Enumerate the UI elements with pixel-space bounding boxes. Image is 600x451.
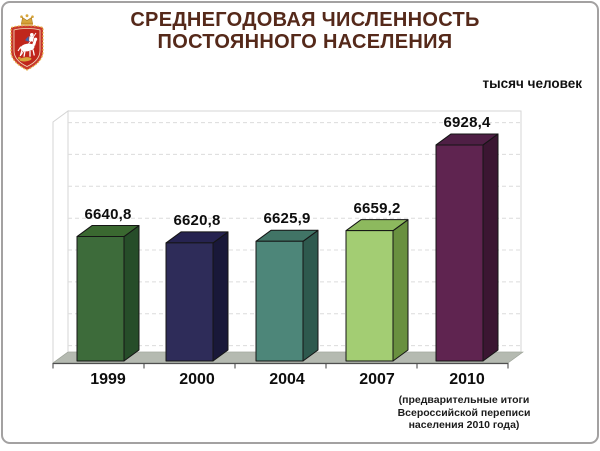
chart-footnote: (предварительные итоги Всероссийской пер… <box>375 394 553 432</box>
side-wall <box>52 110 69 364</box>
footnote-line1: (предварительные итоги <box>398 394 530 406</box>
units-label: тысяч человек <box>482 76 583 91</box>
slide-title-line1: СРЕДНЕГОДОВАЯ ЧИСЛЕННОСТЬ <box>130 9 480 31</box>
bar-side-2000 <box>212 231 229 362</box>
bar-2004 <box>255 240 304 362</box>
bar-side-2004 <box>302 229 319 362</box>
bar-side-2010 <box>482 133 499 362</box>
bar-2000 <box>165 242 214 362</box>
bar-2010 <box>435 144 484 362</box>
bar-side-2007 <box>392 219 409 362</box>
bar-side-1999 <box>123 225 140 362</box>
footnote-line2: Всероссийской переписи <box>397 406 531 419</box>
crown-icon <box>20 14 34 25</box>
moscow-oblast-coat-of-arms-icon <box>10 14 44 71</box>
bar-2007 <box>345 230 394 362</box>
footnote-line3: населения 2010 года) <box>408 419 520 431</box>
st-george-figure <box>17 32 38 62</box>
slide-title: СРЕДНЕГОДОВАЯ ЧИСЛЕННОСТЬ ПОСТОЯННОГО НА… <box>55 9 555 53</box>
bar-1999 <box>76 236 125 362</box>
slide-title-line2: ПОСТОЯННОГО НАСЕЛЕНИЯ <box>157 31 453 53</box>
